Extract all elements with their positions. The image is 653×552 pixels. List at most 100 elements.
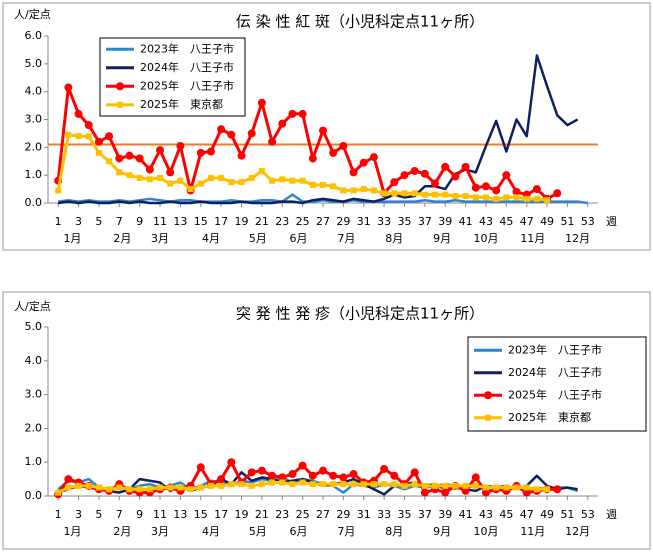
marker	[177, 484, 184, 491]
marker	[420, 488, 429, 497]
month-label: 12月	[565, 232, 590, 245]
x-tick-label: 21	[255, 215, 269, 228]
marker	[218, 482, 225, 489]
marker	[492, 186, 501, 195]
marker	[349, 470, 358, 479]
x-tick-label: 41	[459, 215, 473, 228]
marker	[64, 83, 73, 92]
x-tick-label: 43	[479, 508, 493, 521]
marker	[115, 154, 124, 163]
chart-title: 伝 染 性 紅 斑（小児科定点11ヶ所）	[236, 13, 484, 31]
marker	[319, 466, 327, 475]
month-label: 12月	[565, 525, 590, 538]
y-tick-label: 4.0	[25, 354, 43, 367]
month-label: 1月	[63, 525, 81, 538]
marker	[75, 482, 82, 489]
marker	[471, 473, 480, 482]
x-tick-label: 35	[397, 215, 411, 228]
y-tick-label: 0.0	[25, 489, 43, 502]
marker	[157, 174, 164, 181]
marker	[196, 463, 205, 472]
panel	[2, 2, 651, 251]
marker	[116, 169, 123, 176]
marker	[278, 119, 287, 128]
marker	[553, 485, 562, 494]
marker	[442, 191, 449, 198]
x-tick-label: 19	[235, 508, 249, 521]
month-label: 10月	[473, 232, 498, 245]
marker	[279, 176, 286, 183]
marker	[257, 466, 266, 475]
marker	[55, 187, 62, 194]
legend-label: 2023年 八王子市	[508, 342, 602, 356]
marker	[289, 177, 296, 184]
x-tick-label: 47	[520, 508, 534, 521]
legend-label: 2025年 八王子市	[140, 78, 234, 92]
marker	[482, 484, 489, 491]
month-label: 4月	[202, 525, 220, 538]
x-tick-label: 29	[336, 508, 350, 521]
marker	[320, 481, 326, 488]
x-tick-label: 33	[377, 215, 391, 228]
month-label: 7月	[337, 232, 355, 245]
marker	[471, 183, 480, 192]
marker	[420, 169, 429, 178]
marker	[248, 174, 255, 181]
marker	[522, 488, 531, 497]
marker	[533, 486, 540, 493]
y-tick-label: 1.0	[25, 455, 43, 468]
x-tick-label: 31	[357, 215, 371, 228]
marker	[320, 181, 326, 188]
marker	[452, 193, 459, 200]
x-tick-label: 51	[560, 215, 574, 228]
x-tick-label: 27	[316, 215, 330, 228]
marker	[279, 479, 286, 486]
marker	[544, 486, 551, 493]
month-label: 2月	[113, 525, 131, 538]
marker	[308, 471, 317, 480]
marker	[432, 191, 439, 198]
marker	[411, 190, 418, 197]
marker	[493, 484, 500, 491]
marker	[268, 471, 277, 480]
marker	[126, 172, 133, 179]
x-tick-label: 53	[581, 508, 595, 521]
marker	[298, 109, 307, 118]
marker	[197, 484, 204, 491]
marker	[532, 185, 541, 194]
marker	[187, 186, 194, 193]
marker	[340, 187, 347, 194]
marker	[227, 130, 236, 139]
x-tick-label: 47	[520, 215, 534, 228]
marker	[493, 195, 500, 202]
marker	[176, 141, 185, 150]
x-tick-label: 5	[95, 215, 102, 228]
marker	[207, 174, 214, 181]
y-tick-label: 4.0	[25, 85, 43, 98]
marker	[269, 479, 276, 486]
month-label: 8月	[385, 232, 403, 245]
marker	[197, 180, 204, 187]
marker	[553, 189, 562, 198]
marker	[268, 137, 277, 146]
marker	[503, 194, 510, 201]
x-tick-label: 43	[479, 215, 493, 228]
marker	[381, 481, 388, 488]
marker	[390, 178, 399, 187]
x-tick-label: 29	[336, 215, 350, 228]
marker	[533, 195, 540, 202]
x-tick-label: 15	[194, 508, 208, 521]
legend-label: 2024年 八王子市	[508, 365, 602, 379]
month-label: 6月	[290, 232, 308, 245]
marker	[117, 101, 123, 108]
x-tick-label: 15	[194, 215, 208, 228]
marker	[350, 187, 357, 194]
series-line	[58, 193, 588, 205]
marker	[481, 182, 490, 191]
marker	[523, 195, 530, 202]
marker	[228, 179, 235, 186]
marker	[135, 154, 144, 163]
month-label: 7月	[337, 525, 355, 538]
x-tick-label: 25	[296, 215, 310, 228]
marker	[485, 414, 491, 421]
